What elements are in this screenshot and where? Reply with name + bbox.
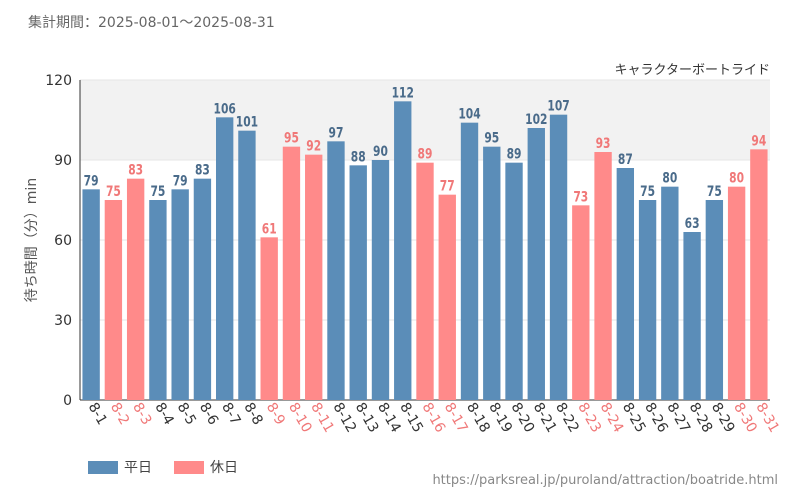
data-label: 104 bbox=[458, 107, 480, 123]
data-label: 107 bbox=[547, 99, 569, 115]
legend-holiday-swatch bbox=[174, 460, 204, 474]
legend-weekday-swatch bbox=[88, 460, 118, 474]
data-label: 92 bbox=[306, 139, 321, 155]
bar bbox=[371, 160, 390, 400]
x-tick-label: 8-2 bbox=[107, 400, 132, 428]
data-label: 106 bbox=[214, 101, 236, 117]
y-tick-label: 120 bbox=[45, 73, 72, 89]
legend-holiday-label: 休日 bbox=[210, 460, 238, 476]
bar bbox=[549, 114, 568, 401]
bar bbox=[126, 178, 145, 400]
data-label: 73 bbox=[573, 189, 588, 205]
x-tick-label: 8-1 bbox=[85, 400, 110, 428]
chart-title: キャラクターボートライド bbox=[615, 63, 770, 78]
bar bbox=[750, 149, 768, 400]
data-label: 75 bbox=[106, 184, 121, 200]
data-label: 83 bbox=[128, 163, 143, 179]
bar bbox=[661, 186, 679, 400]
bar bbox=[483, 146, 501, 400]
y-tick-label: 90 bbox=[54, 153, 72, 169]
data-label: 97 bbox=[329, 125, 344, 141]
bar bbox=[416, 162, 434, 400]
bar bbox=[171, 189, 189, 400]
data-label: 75 bbox=[150, 184, 165, 200]
data-label: 95 bbox=[284, 131, 299, 147]
y-tick-label: 60 bbox=[54, 233, 72, 249]
bar bbox=[572, 205, 590, 400]
data-label: 93 bbox=[596, 136, 611, 152]
legend-holiday: 休日 bbox=[174, 457, 238, 477]
bar bbox=[594, 152, 612, 400]
data-label: 80 bbox=[662, 171, 677, 187]
data-label: 79 bbox=[84, 173, 99, 189]
data-label: 80 bbox=[729, 171, 744, 187]
data-label: 75 bbox=[707, 184, 722, 200]
bar bbox=[149, 200, 167, 400]
legend-weekday: 平日 bbox=[88, 457, 152, 477]
data-label: 88 bbox=[351, 149, 366, 165]
data-label: 95 bbox=[484, 131, 499, 147]
y-tick-label: 0 bbox=[63, 393, 72, 409]
bar bbox=[282, 146, 301, 400]
x-tick-label: 8-8 bbox=[240, 400, 265, 428]
bar bbox=[260, 237, 278, 400]
x-tick-label: 8-31 bbox=[752, 400, 782, 436]
bar bbox=[215, 117, 234, 400]
bar bbox=[238, 130, 256, 400]
data-label: 90 bbox=[373, 144, 388, 160]
bar bbox=[327, 141, 345, 401]
period-label: 集計期間：2025-08-01～2025-08-31 bbox=[28, 15, 275, 31]
bar bbox=[305, 154, 323, 400]
data-label: 75 bbox=[640, 184, 655, 200]
bar bbox=[193, 178, 212, 400]
data-label: 79 bbox=[173, 173, 188, 189]
data-label: 112 bbox=[392, 85, 414, 101]
x-tick-label: 8-3 bbox=[129, 400, 154, 428]
data-label: 61 bbox=[262, 221, 277, 237]
bar bbox=[349, 165, 367, 400]
legend-weekday-label: 平日 bbox=[124, 460, 152, 476]
data-label: 102 bbox=[525, 112, 547, 128]
bar bbox=[616, 168, 635, 400]
data-label: 89 bbox=[418, 147, 433, 163]
bar bbox=[82, 189, 100, 400]
data-label: 83 bbox=[195, 163, 210, 179]
data-label: 94 bbox=[751, 133, 766, 149]
data-label: 63 bbox=[685, 216, 700, 232]
data-label: 87 bbox=[618, 152, 633, 168]
bar bbox=[527, 128, 545, 400]
y-tick-label: 30 bbox=[54, 313, 72, 329]
bar bbox=[727, 186, 746, 400]
data-label: 77 bbox=[440, 179, 455, 195]
data-label: 101 bbox=[236, 115, 258, 131]
x-tick-label: 8-5 bbox=[174, 400, 199, 428]
bar bbox=[460, 122, 479, 401]
bar bbox=[438, 194, 456, 400]
y-axis-label: 待ち時間（分）min bbox=[24, 178, 40, 302]
bar bbox=[505, 162, 523, 400]
bar bbox=[638, 200, 657, 400]
bar bbox=[394, 101, 412, 400]
x-tick-label: 8-9 bbox=[263, 400, 288, 428]
bar bbox=[104, 200, 123, 400]
x-tick-label: 8-7 bbox=[218, 400, 243, 428]
bar bbox=[683, 232, 701, 400]
shaded-band bbox=[80, 80, 770, 160]
x-tick-label: 8-6 bbox=[196, 400, 221, 428]
source-url: https://parksreal.jp/puroland/attraction… bbox=[432, 473, 778, 488]
x-tick-label: 8-4 bbox=[151, 400, 176, 428]
bar bbox=[705, 200, 724, 400]
data-label: 89 bbox=[507, 147, 522, 163]
